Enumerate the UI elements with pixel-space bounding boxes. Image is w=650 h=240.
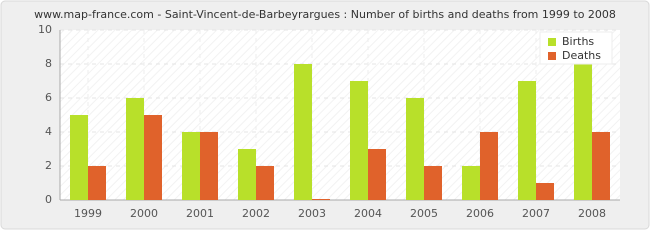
bar: [70, 115, 88, 200]
bar: [518, 81, 536, 200]
bar: [350, 81, 368, 200]
bar: [312, 199, 330, 200]
bar: [480, 132, 498, 200]
x-tick-label: 2004: [354, 207, 382, 220]
bar: [462, 166, 480, 200]
x-tick-label: 2000: [130, 207, 158, 220]
y-tick-label: 4: [45, 125, 52, 138]
bar: [406, 98, 424, 200]
y-tick-label: 2: [45, 159, 52, 172]
x-tick-label: 2007: [522, 207, 550, 220]
bar: [200, 132, 218, 200]
bar: [256, 166, 274, 200]
x-tick-label: 2006: [466, 207, 494, 220]
legend-label: Deaths: [562, 49, 601, 62]
y-tick-label: 10: [38, 23, 52, 36]
legend-swatch: [548, 38, 556, 46]
page: www.map-france.com - Saint-Vincent-de-Ba…: [0, 0, 650, 230]
bar: [592, 132, 610, 200]
bar: [294, 64, 312, 200]
x-tick-label: 1999: [74, 207, 102, 220]
x-tick-label: 2005: [410, 207, 438, 220]
x-tick-label: 2008: [578, 207, 606, 220]
bar: [424, 166, 442, 200]
x-tick-label: 2001: [186, 207, 214, 220]
bar: [574, 64, 592, 200]
x-tick-label: 2002: [242, 207, 270, 220]
bar: [368, 149, 386, 200]
bar: [182, 132, 200, 200]
x-tick-label: 2003: [298, 207, 326, 220]
bar: [88, 166, 106, 200]
y-tick-label: 6: [45, 91, 52, 104]
chart: www.map-france.com - Saint-Vincent-de-Ba…: [0, 0, 650, 230]
bar: [144, 115, 162, 200]
y-tick-label: 0: [45, 193, 52, 206]
legend-label: Births: [562, 35, 594, 48]
chart-title: www.map-france.com - Saint-Vincent-de-Ba…: [34, 8, 616, 21]
bar: [126, 98, 144, 200]
y-tick-label: 8: [45, 57, 52, 70]
bar: [536, 183, 554, 200]
legend-swatch: [548, 52, 556, 60]
bar: [238, 149, 256, 200]
